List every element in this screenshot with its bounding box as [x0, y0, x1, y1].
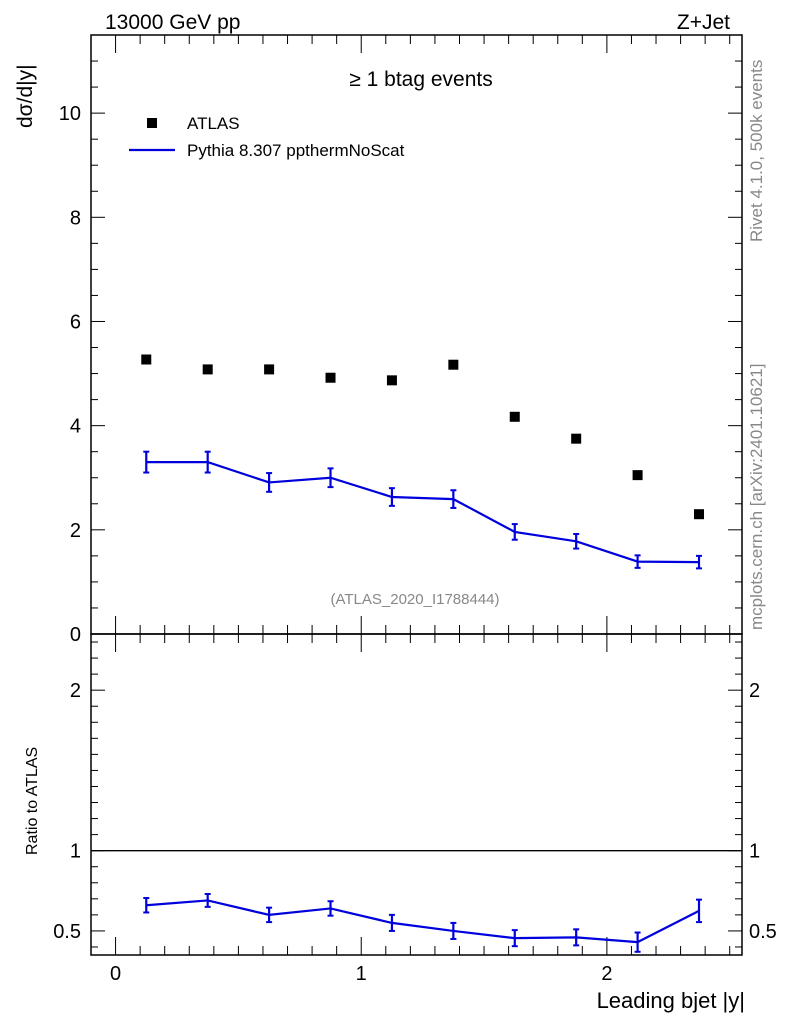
atlas-series — [141, 354, 705, 520]
plot-title: ≥ 1 btag events — [349, 68, 492, 91]
y-tick-label: 4 — [70, 416, 81, 438]
ratio-plot-frame — [90, 633, 743, 956]
x-tick-label: 0 — [110, 963, 121, 985]
ratio-y-tick-label: 2 — [70, 680, 81, 702]
atlas-data-point — [264, 364, 275, 375]
pythia-line — [146, 461, 700, 564]
ratio-x-axis: 0 1 2 — [90, 634, 731, 985]
legend-atlas-marker — [147, 118, 157, 128]
energy-label: 13000 GeV pp — [105, 11, 240, 34]
y-tick-label: 0 — [70, 624, 81, 646]
x-tick-label: 2 — [601, 963, 612, 985]
y-axis-title: dσ/d|y| — [14, 64, 37, 128]
atlas-data-point — [632, 470, 643, 481]
atlas-data-point — [325, 372, 336, 383]
x-tick-label: 1 — [356, 963, 367, 985]
ratio-line — [146, 899, 700, 944]
atlas-data-point — [386, 375, 397, 386]
y-tick-label: 2 — [70, 520, 81, 542]
ratio-y-tick-label: 0.5 — [53, 921, 81, 943]
y-tick-label: 6 — [70, 311, 81, 333]
y-tick-label: 8 — [70, 207, 81, 229]
main-plot-panel: 0 2 4 6 8 10 ≥ 1 btag events (ATLAS_2020_I178… — [14, 34, 743, 646]
ratio-y-tick-label-right: 2 — [749, 680, 760, 702]
rivet-version-label: Rivet 4.1.0, 500k events — [747, 60, 766, 242]
legend: ATLAS Pythia 8.307 ppthermNoScat — [129, 114, 405, 160]
atlas-data-point — [141, 354, 152, 365]
mcplots-label: mcplots.cern.ch [arXiv:2401.10621] — [747, 364, 766, 630]
main-x-ticks — [90, 35, 731, 634]
ratio-y-axis: 0.5 0.5 1 1 2 2 — [53, 641, 777, 948]
atlas-data-point — [509, 411, 520, 422]
ratio-plot-panel: 0.5 0.5 1 1 2 2 0 1 2 Ratio to ATLAS — [24, 633, 777, 985]
atlas-data-point — [571, 433, 582, 444]
legend-atlas-label: ATLAS — [187, 114, 240, 133]
legend-pythia-label: Pythia 8.307 ppthermNoScat — [187, 141, 405, 160]
ratio-y-tick-label-right: 1 — [749, 841, 760, 863]
atlas-data-point — [448, 359, 459, 370]
ratio-y-axis-title: Ratio to ATLAS — [24, 747, 41, 855]
x-axis-title: Leading bjet |y| — [597, 988, 745, 1013]
main-y-axis: 0 2 4 6 8 10 — [59, 34, 742, 646]
ratio-y-tick-label-right: 0.5 — [749, 921, 777, 943]
y-tick-label: 10 — [59, 103, 81, 125]
atlas-data-point — [694, 509, 705, 520]
pythia-series — [143, 450, 703, 570]
ratio-y-tick-label: 1 — [70, 841, 81, 863]
atlas-data-point — [202, 364, 213, 375]
analysis-id-label: (ATLAS_2020_I1788444) — [330, 591, 499, 608]
ratio-pythia-series — [143, 893, 703, 953]
process-label: Z+Jet — [677, 11, 730, 34]
